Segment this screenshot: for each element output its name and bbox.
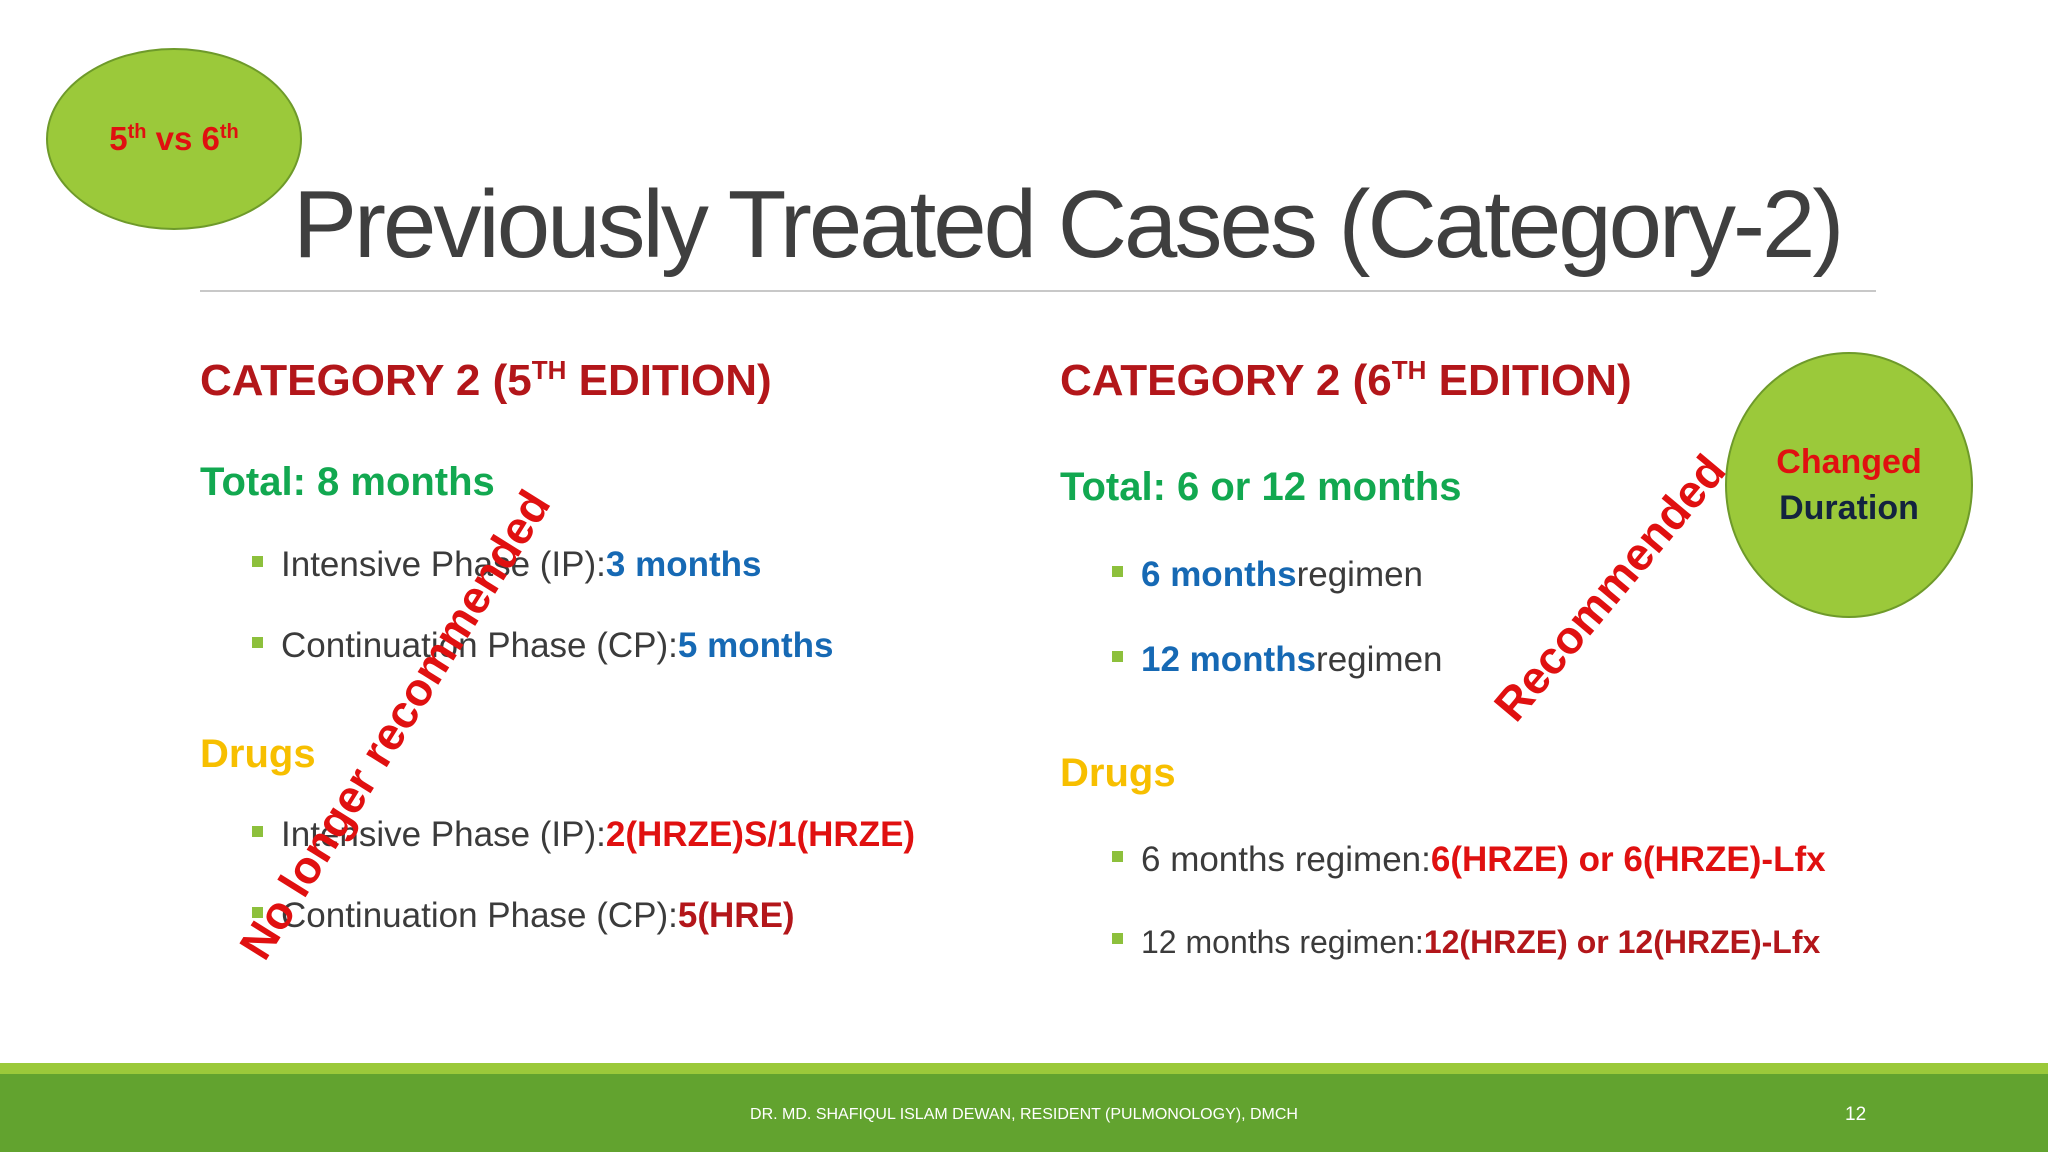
list-item: Intensive Phase (IP): 3 months (252, 545, 761, 585)
list-item: 6 months regimen (1112, 555, 1423, 595)
changed-duration-badge: Changed Duration (1725, 352, 1973, 618)
left-column-heading: CATEGORY 2 (5TH EDITION) (200, 355, 772, 405)
left-total: Total: 8 months (200, 460, 495, 504)
bullet-icon (1112, 933, 1123, 944)
edition-badge: 5th vs 6th (46, 48, 302, 230)
right-column-heading: CATEGORY 2 (6TH EDITION) (1060, 355, 1632, 405)
drug-value: 6(HRZE) or 6(HRZE)-Lfx (1430, 840, 1826, 879)
drug-value: 5(HRE) (677, 896, 795, 935)
drug-label: 12 months regimen: (1141, 924, 1424, 960)
drug-label: Intensive Phase (IP): (281, 815, 606, 854)
list-item: Intensive Phase (IP): 2(HRZE)S/1(HRZE) (252, 815, 915, 855)
list-item: 12 months regimen: 12(HRZE) or 12(HRZE)-… (1112, 924, 1820, 961)
drug-label: Continuation Phase (CP): (281, 896, 678, 935)
regimen-label: regimen (1316, 640, 1443, 679)
bullet-icon (1112, 850, 1123, 862)
slide-number: 12 (1845, 1104, 1867, 1125)
bullet-icon (252, 636, 263, 648)
bullet-icon (252, 906, 263, 918)
list-item: 12 months regimen (1112, 640, 1443, 680)
bullet-icon (1112, 650, 1123, 662)
footer-bar (0, 1074, 2048, 1152)
changed-badge-line2: Duration (1779, 489, 1919, 527)
phase-label: Continuation Phase (CP): (281, 626, 678, 665)
right-drugs-heading: Drugs (1060, 751, 1176, 795)
recommended-stamp: Recommended (1483, 444, 1736, 731)
drug-label: 6 months regimen: (1141, 840, 1431, 879)
list-item: Continuation Phase (CP): 5(HRE) (252, 896, 795, 936)
footer-text: DR. MD. SHAFIQUL ISLAM DEWAN, RESIDENT (… (750, 1106, 1298, 1123)
title-divider (200, 290, 1876, 292)
regimen-value: 6 months (1141, 555, 1297, 594)
left-drugs-heading: Drugs (200, 732, 316, 776)
right-total: Total: 6 or 12 months (1060, 465, 1462, 509)
drug-value: 2(HRZE)S/1(HRZE) (605, 815, 916, 854)
phase-value: 5 months (677, 626, 834, 665)
phase-label: Intensive Phase (IP): (281, 545, 606, 584)
page-title: Previously Treated Cases (Category-2) (293, 171, 1844, 278)
edition-badge-text: 5th vs 6th (109, 120, 239, 157)
changed-badge-line1: Changed (1776, 443, 1922, 481)
list-item: Continuation Phase (CP): 5 months (252, 626, 833, 666)
bullet-icon (252, 555, 263, 567)
bullet-icon (252, 825, 263, 837)
bullet-icon (1112, 565, 1123, 577)
regimen-label: regimen (1296, 555, 1424, 594)
list-item: 6 months regimen: 6(HRZE) or 6(HRZE)-Lfx (1112, 840, 1826, 880)
regimen-value: 12 months (1141, 640, 1317, 679)
phase-value: 3 months (605, 545, 762, 584)
footer-accent-stripe (0, 1063, 2048, 1074)
drug-value: 12(HRZE) or 12(HRZE)-Lfx (1423, 924, 1821, 960)
